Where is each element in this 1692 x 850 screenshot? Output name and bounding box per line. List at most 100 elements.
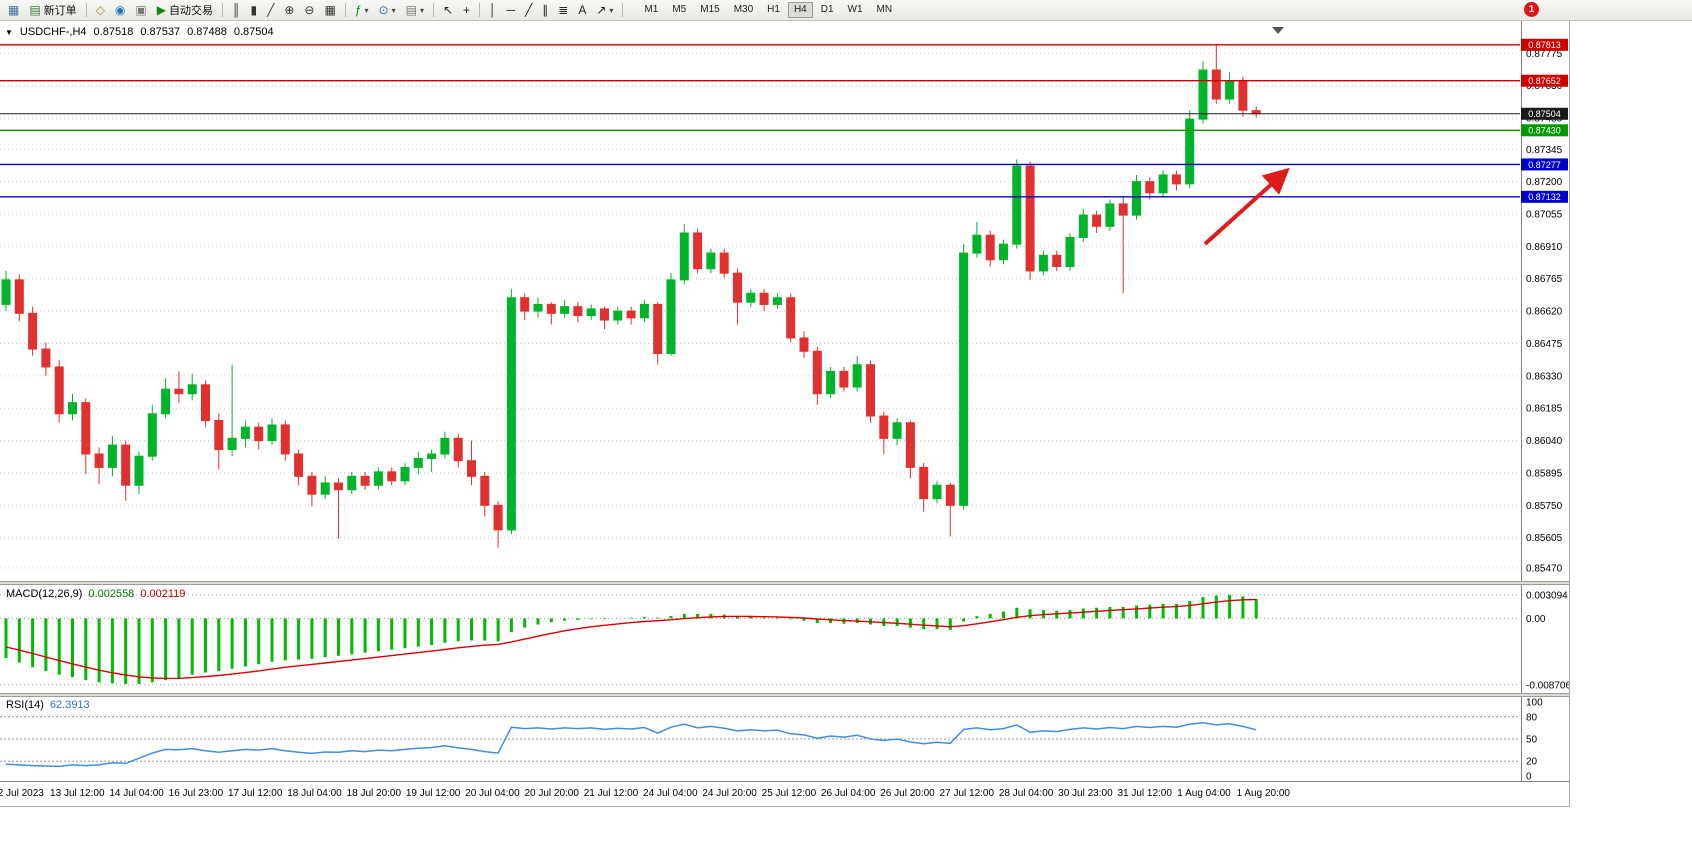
panel-splitter-macd[interactable] — [0, 581, 1569, 585]
price-chart[interactable]: 0.877750.876300.874850.873450.872000.870… — [0, 21, 1569, 581]
candle — [945, 484, 955, 506]
fibonacci-icon: ≣ — [558, 3, 569, 17]
resistance-line-upper-tag — [1521, 38, 1568, 51]
candle — [387, 471, 397, 482]
timeframe-h1[interactable]: H1 — [761, 2, 786, 18]
rsi-levels: 100 80 50 20 0 — [0, 698, 1543, 781]
candle — [985, 234, 995, 261]
zoom-in-icon: ⊕ — [284, 3, 295, 17]
new-order-button[interactable]: ▤ 新订单 — [25, 1, 80, 19]
macd-panel[interactable]: 0.003094 0.00 -0.008706 — [0, 585, 1569, 693]
candle — [959, 252, 969, 506]
text-button[interactable]: A — [574, 1, 590, 19]
timeframe-h4[interactable]: H4 — [787, 2, 813, 18]
new-order-button-label: 新订单 — [43, 5, 77, 17]
candle — [107, 444, 117, 468]
timeframe-m15[interactable]: M15 — [694, 2, 725, 18]
fibonacci-button[interactable]: ≣ — [554, 1, 572, 19]
periods-button[interactable]: ⊙ ▾ — [375, 1, 400, 19]
horizontal-line-button[interactable]: ─ — [503, 1, 520, 19]
timeframe-m30[interactable]: M30 — [728, 2, 759, 18]
resistance-line-upper-tag-label: 0.87813 — [1528, 40, 1561, 50]
arrows-button[interactable]: ↗ ▾ — [592, 1, 617, 19]
candle — [666, 279, 676, 355]
timeframe-w1[interactable]: W1 — [842, 2, 869, 18]
autotrading-button[interactable]: ▶ 自动交易 — [153, 1, 217, 19]
candle — [719, 252, 729, 274]
candle — [134, 455, 144, 486]
candle — [746, 292, 756, 303]
rsi-axis-label: 50 — [1526, 735, 1538, 746]
line-chart-mode-button[interactable]: ╱ — [263, 1, 278, 19]
candle — [373, 471, 383, 486]
time-axis[interactable]: 12 Jul 2023 13 Jul 12:00 14 Jul 04:00 16 Ju… — [0, 781, 1569, 806]
candlestick-mode-button[interactable]: ▮ — [247, 1, 262, 19]
candle — [227, 437, 237, 451]
candle — [1012, 165, 1022, 245]
metaeditor-button[interactable]: ◇ — [92, 1, 109, 19]
ohlc-high: 0.87537 — [140, 26, 181, 38]
channel-button[interactable]: ∥ — [538, 1, 552, 19]
support-line-green-tag — [1521, 124, 1568, 137]
vertical-line-icon: │ — [489, 3, 497, 17]
new-chart-button[interactable]: ▦ — [4, 1, 23, 19]
price-gridlines — [0, 52, 1520, 569]
current-price-line-tag — [1521, 107, 1568, 120]
price-axis-label: 0.86185 — [1526, 404, 1563, 415]
trendline-button[interactable]: ╱ — [521, 1, 536, 19]
candle — [600, 308, 609, 321]
candle — [1052, 254, 1062, 267]
toolbar-separator — [85, 3, 87, 17]
new-chart-icon: ▦ — [8, 3, 20, 17]
price-axis-label: 0.86910 — [1526, 242, 1563, 253]
help-button[interactable]: ◉ — [111, 1, 129, 19]
price-axis-label: 0.86475 — [1526, 339, 1563, 350]
macd-levels: 0.003094 0.00 -0.008706 — [0, 590, 1569, 691]
cursor-button[interactable]: ↖ — [439, 1, 457, 19]
time-axis-label: 14 Jul 04:00 — [109, 788, 164, 799]
time-axis-label: 18 Jul 04:00 — [287, 788, 342, 799]
zoom-out-button[interactable]: ⊖ — [300, 1, 318, 19]
candle — [972, 234, 982, 254]
zoom-in-button[interactable]: ⊕ — [280, 1, 298, 19]
rsi-panel[interactable]: 100 80 50 20 0 — [0, 697, 1569, 781]
rsi-axis-label: 80 — [1526, 712, 1538, 723]
bar-chart-mode-button[interactable]: ║ — [228, 1, 245, 19]
tile-windows-icon: ▦ — [324, 3, 336, 17]
candle — [1225, 80, 1235, 100]
support-line-blue-lower-tag — [1521, 190, 1568, 203]
candle — [307, 475, 317, 495]
candle — [812, 350, 822, 395]
tile-windows-button[interactable]: ▦ — [320, 1, 339, 19]
notification-badge[interactable]: 1 — [1524, 2, 1539, 17]
dropdown-caret-icon: ▾ — [609, 5, 614, 15]
candle — [121, 444, 131, 486]
candle — [733, 272, 742, 303]
candle — [161, 388, 171, 415]
terminal-button[interactable]: ▣ — [131, 1, 150, 19]
chart-shift-marker-icon[interactable] — [1272, 27, 1284, 34]
trend-arrow[interactable] — [1203, 167, 1290, 246]
candle — [187, 384, 197, 395]
candle — [653, 303, 663, 355]
toolbar-separator — [479, 3, 481, 17]
time-axis-label: 26 Jul 04:00 — [820, 788, 876, 799]
templates-button[interactable]: ▤ ▾ — [402, 1, 428, 19]
horizontal-line-icon: ─ — [506, 3, 516, 17]
timeframe-m1[interactable]: M1 — [638, 2, 664, 18]
timeframe-mn[interactable]: MN — [871, 2, 899, 18]
rsi-axis-label: 100 — [1526, 698, 1543, 709]
timeframe-m5[interactable]: M5 — [666, 2, 692, 18]
crosshair-button[interactable]: + — [459, 1, 474, 19]
panel-splitter-rsi[interactable] — [0, 693, 1569, 697]
vertical-line-button[interactable]: │ — [485, 1, 501, 19]
candle — [1, 279, 11, 305]
ohlc-low: 0.87488 — [187, 26, 227, 38]
help-icon: ◉ — [114, 3, 126, 17]
chevron-down-icon[interactable]: ▼ — [5, 27, 13, 37]
candle — [679, 232, 689, 281]
time-axis-label: 20 Jul 04:00 — [465, 788, 520, 799]
timeframe-d1[interactable]: D1 — [815, 2, 840, 18]
indicators-button[interactable]: ƒ ▾ — [351, 1, 373, 19]
